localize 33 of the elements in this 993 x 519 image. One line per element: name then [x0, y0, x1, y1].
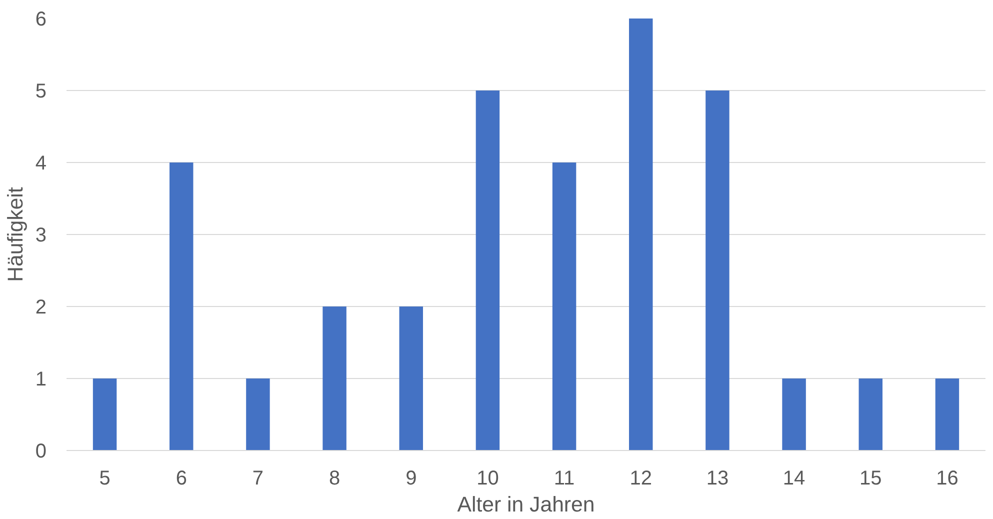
y-tick-label: 4: [35, 152, 46, 174]
bar: [170, 162, 194, 450]
bar: [858, 378, 882, 450]
y-axis-title: Häufigkeit: [3, 187, 28, 282]
y-tick-label: 2: [35, 296, 46, 318]
bar: [935, 378, 960, 450]
bar: [476, 90, 500, 450]
x-tick-label: 11: [554, 468, 575, 490]
bar: [92, 378, 117, 450]
x-tick-label: 10: [476, 468, 499, 490]
bar: [399, 306, 423, 450]
y-tick-label: 3: [35, 224, 46, 246]
bar: [246, 378, 270, 450]
x-tick-label: 5: [99, 468, 110, 490]
x-tick-label: 16: [936, 468, 958, 490]
x-tick-label: 15: [860, 468, 882, 490]
bar: [629, 18, 653, 450]
x-tick-label: 6: [176, 468, 187, 490]
x-tick-label: 13: [706, 468, 729, 490]
bar: [706, 90, 730, 450]
x-tick-label: 7: [252, 468, 264, 490]
x-tick-label: 14: [782, 468, 806, 490]
bar: [782, 378, 806, 450]
x-tick-label: 9: [406, 468, 417, 490]
bar: [322, 306, 346, 450]
y-tick-label: 6: [35, 8, 46, 30]
bar: [552, 162, 576, 450]
y-tick-label: 1: [35, 368, 46, 390]
y-tick-label: 5: [35, 80, 46, 102]
y-tick-label: 0: [35, 440, 46, 462]
x-tick-label: 12: [630, 468, 652, 490]
x-axis-title: Alter in Jahren: [457, 492, 595, 516]
x-tick-label: 8: [328, 468, 340, 490]
